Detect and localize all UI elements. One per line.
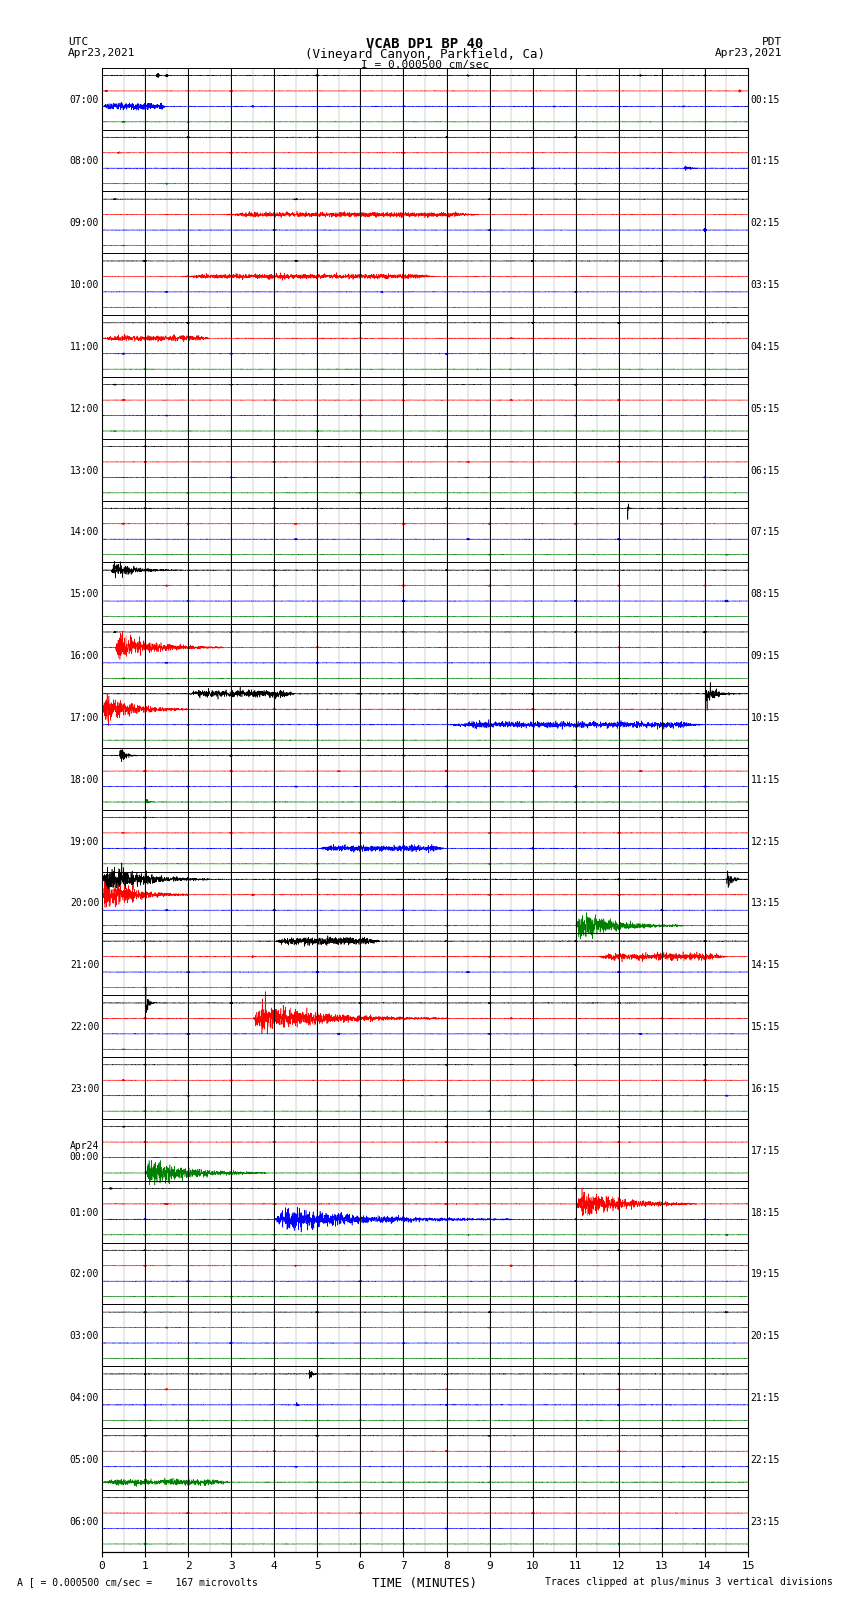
Text: I = 0.000500 cm/sec: I = 0.000500 cm/sec [361, 60, 489, 69]
Text: PDT: PDT [762, 37, 782, 47]
Text: Apr23,2021: Apr23,2021 [68, 48, 135, 58]
X-axis label: TIME (MINUTES): TIME (MINUTES) [372, 1578, 478, 1590]
Text: UTC: UTC [68, 37, 88, 47]
Text: VCAB DP1 BP 40: VCAB DP1 BP 40 [366, 37, 484, 52]
Text: Traces clipped at plus/minus 3 vertical divisions: Traces clipped at plus/minus 3 vertical … [545, 1578, 833, 1587]
Text: Apr23,2021: Apr23,2021 [715, 48, 782, 58]
Text: (Vineyard Canyon, Parkfield, Ca): (Vineyard Canyon, Parkfield, Ca) [305, 48, 545, 61]
Text: A [ = 0.000500 cm/sec =    167 microvolts: A [ = 0.000500 cm/sec = 167 microvolts [17, 1578, 258, 1587]
